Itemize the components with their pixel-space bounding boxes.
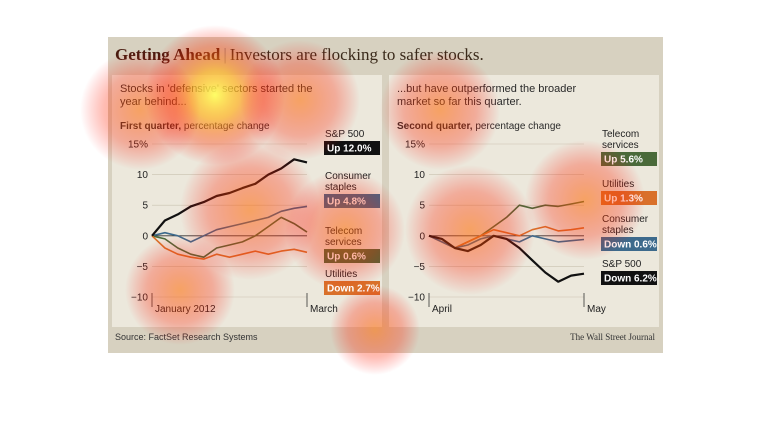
first-quarter-panel: Stocks in 'defensive' sectors started th… bbox=[112, 75, 382, 327]
legend-name: Utilities bbox=[325, 269, 357, 280]
x-start-label: January 2012 bbox=[155, 304, 216, 315]
legend-badge-label: Down 6.2% bbox=[604, 274, 657, 285]
legend-badge-label: Down 2.7% bbox=[327, 284, 380, 295]
series-line-utilities bbox=[428, 225, 585, 249]
y-tick-label: −10 bbox=[408, 293, 425, 304]
y-tick-label: 0 bbox=[142, 231, 148, 242]
y-tick-label: 5 bbox=[419, 201, 425, 212]
y-tick-label: −10 bbox=[131, 293, 148, 304]
series-line-sp500 bbox=[151, 158, 308, 237]
legend-name: S&P 500 bbox=[602, 259, 642, 270]
legend-badge-label: Up 4.8% bbox=[327, 197, 366, 208]
title-bold: Getting Ahead bbox=[115, 45, 221, 64]
legend-name: Consumer staples bbox=[602, 214, 649, 236]
x-end-label: March bbox=[310, 304, 338, 315]
legend-badge-sp500 bbox=[601, 271, 657, 285]
legend-badge-label: Up 1.3% bbox=[604, 194, 643, 205]
graphic-title: Getting Ahead | Investors are flocking to … bbox=[115, 45, 484, 65]
publisher-credit: The Wall Street Journal bbox=[570, 332, 655, 342]
y-tick-label: −5 bbox=[414, 262, 426, 273]
legend-badge-label: Up 12.0% bbox=[327, 144, 372, 155]
legend-name: Consumer staples bbox=[325, 171, 372, 193]
legend-badge-label: Up 0.6% bbox=[327, 252, 366, 263]
y-tick-label: 15% bbox=[128, 140, 148, 151]
second-quarter-chart: 15% 10 5 0 −5 −10 April May Telecom services Up 5.… bbox=[405, 129, 657, 315]
y-tick-label: −5 bbox=[137, 262, 149, 273]
source-note: Source: FactSet Research Systems bbox=[115, 332, 258, 342]
x-start-label: April bbox=[432, 304, 452, 315]
legend-name: Telecom services bbox=[602, 129, 639, 151]
second-quarter-panel: ...but have outperformed the broader mar… bbox=[389, 75, 659, 327]
infographic: Getting Ahead | Investors are flocking to … bbox=[108, 37, 663, 353]
y-tick-label: 0 bbox=[419, 231, 425, 242]
first-quarter-chart: 15% 10 5 0 −5 −10 January 2012 March S&P 500 Up 1… bbox=[128, 129, 380, 315]
series-line-utilities bbox=[151, 235, 308, 260]
legend-name: Telecom services bbox=[325, 226, 362, 248]
y-tick-label: 10 bbox=[414, 170, 426, 181]
y-tick-label: 5 bbox=[142, 201, 148, 212]
y-tick-label: 10 bbox=[137, 170, 149, 181]
series-line-sp500 bbox=[428, 234, 585, 283]
legend-badge-label: Down 0.6% bbox=[604, 240, 657, 251]
legend-badge-label: Up 5.6% bbox=[604, 155, 643, 166]
legend-name: S&P 500 bbox=[325, 129, 365, 140]
x-end-label: May bbox=[587, 304, 606, 315]
right-quarter-rest: percentage change bbox=[472, 121, 561, 132]
title-rest: Investors are flocking to safer stocks. bbox=[229, 45, 484, 64]
y-tick-label: 15% bbox=[405, 140, 425, 151]
legend-name: Utilities bbox=[602, 179, 634, 190]
title-separator: | bbox=[223, 45, 227, 64]
series-line-consumer bbox=[151, 205, 308, 243]
